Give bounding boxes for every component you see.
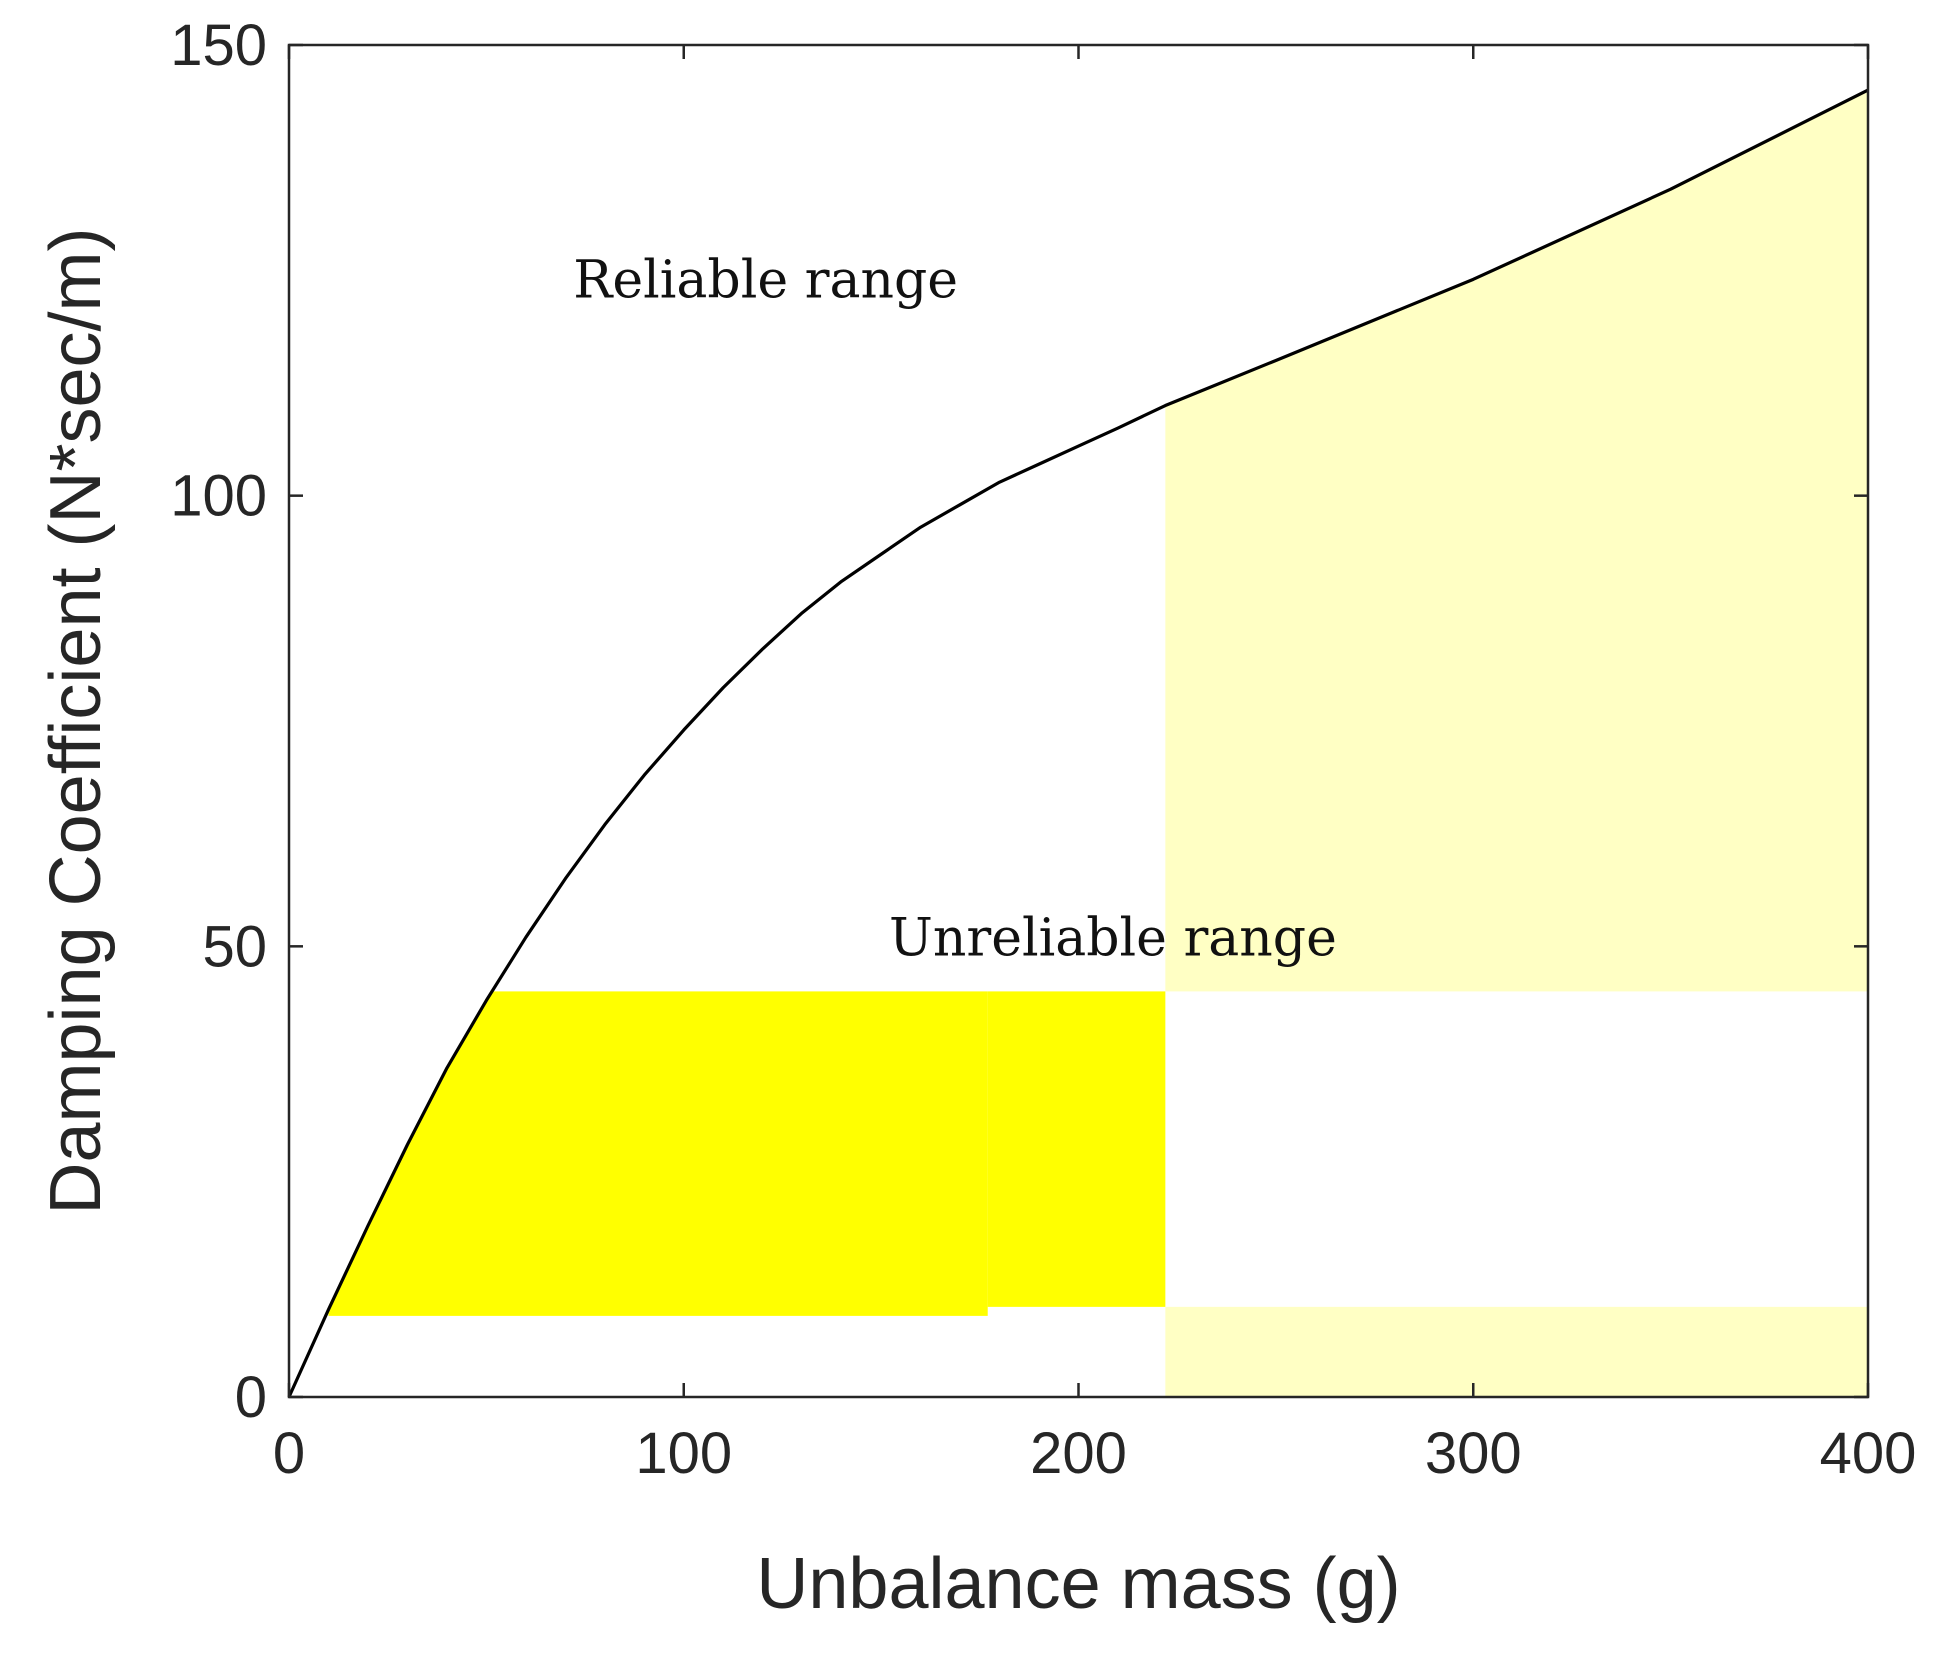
x-tick-label: 200 [1030,1421,1127,1486]
x-tick-label: 300 [1425,1421,1522,1486]
y-tick-label: 0 [235,1365,267,1430]
y-tick-label: 150 [170,13,267,78]
x-tick-label: 0 [273,1421,305,1486]
annotations: Reliable range Unreliable range [573,250,1337,968]
unreliable-bright-2-region [987,991,1166,1307]
series-lines [287,88,1869,1398]
y-tick-label: 50 [202,914,267,979]
x-axis-title: Unbalance mass (g) [756,1544,1400,1624]
y-axis-title: Damping Coefficient (N*sec/m) [36,227,116,1214]
x-tick-label: 100 [635,1421,732,1486]
axis-ticks: 0 100 200 300 400 0 50 100 150 [170,13,1916,1486]
boundary-curve [287,88,1869,1398]
reliable-range-label: Reliable range [573,250,958,310]
x-tick-label: 400 [1820,1421,1917,1486]
y-tick-label: 100 [170,464,267,529]
unreliable-range-label: Unreliable range [889,908,1337,968]
unreliable-pale-lower-region [1165,1306,1868,1397]
